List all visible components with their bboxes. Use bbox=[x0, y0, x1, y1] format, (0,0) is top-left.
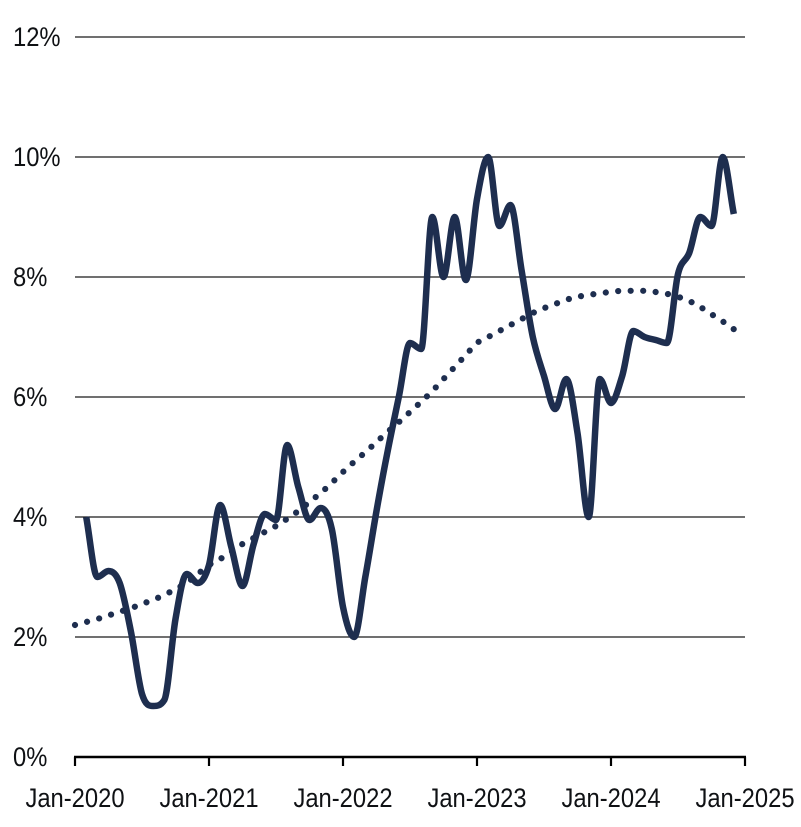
x-axis-label-2025: Jan-2025 bbox=[695, 783, 795, 813]
x-axis-label-2022: Jan-2022 bbox=[293, 783, 393, 813]
y-axis-label-0: 0% bbox=[13, 742, 48, 772]
x-axis-label-2023: Jan-2023 bbox=[427, 783, 527, 813]
x-axis-label-2021: Jan-2021 bbox=[159, 783, 259, 813]
y-axis-label-10: 10% bbox=[13, 142, 61, 172]
y-axis-label-4: 4% bbox=[13, 502, 48, 532]
y-axis-label-8: 8% bbox=[13, 262, 48, 292]
dotted-trend-line bbox=[71, 287, 737, 629]
y-axis-label-6: 6% bbox=[13, 382, 48, 412]
y-axis-label-12: 12% bbox=[13, 22, 61, 52]
solid-series-line bbox=[83, 153, 737, 710]
x-axis-label-2020: Jan-2020 bbox=[25, 783, 125, 813]
x-axis-label-2024: Jan-2024 bbox=[561, 783, 661, 813]
y-axis-label-2: 2% bbox=[13, 622, 48, 652]
